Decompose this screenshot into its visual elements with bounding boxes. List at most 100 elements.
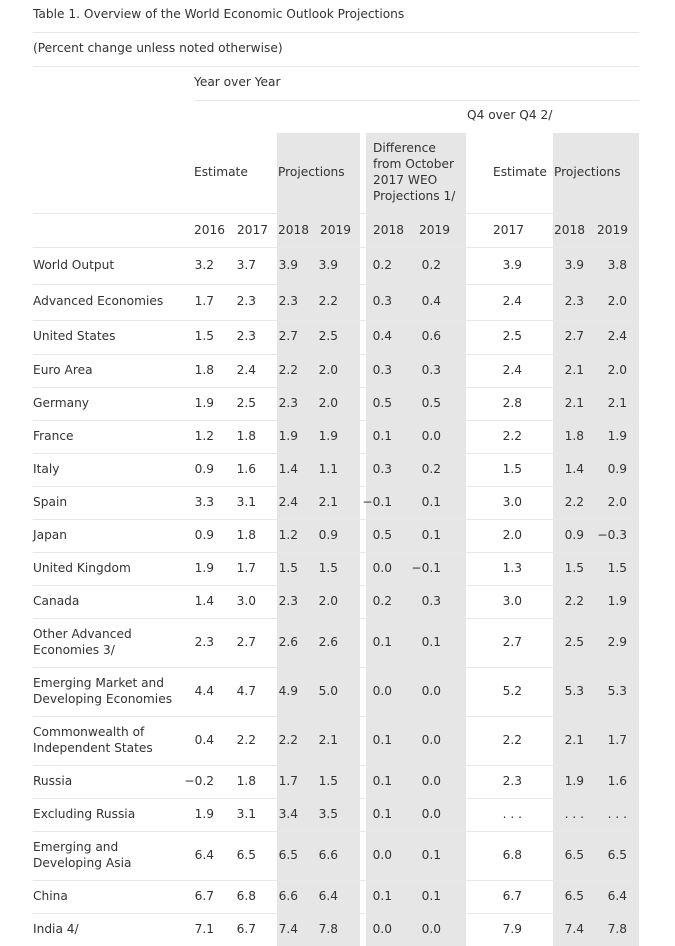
table-cell: 0.5 [372,396,392,410]
row-divider [33,32,639,33]
row-label: Germany [33,396,90,410]
table-cell: 3.9 [318,258,338,272]
table-cell: 4.4 [194,684,214,698]
row-divider [33,880,639,881]
table-cell: 7.1 [194,922,214,936]
table-cell: −0.2 [184,774,214,788]
table-cell: 0.2 [421,258,441,272]
table-cell: 1.1 [318,462,338,476]
table-cell: 6.7 [236,922,256,936]
table-cell: 0.9 [194,462,214,476]
table-cell: 0.0 [421,733,441,747]
row-divider [33,453,639,454]
table-cell: −0.1 [411,561,441,575]
table-cell: 1.8 [564,429,584,443]
table-cell: 1.8 [236,429,256,443]
table-cell: 0.3 [421,594,441,608]
row-label: Russia [33,774,73,788]
table-cell: 3.9 [564,258,584,272]
row-label: Advanced Economies [33,294,164,308]
table-cell: 2.3 [236,294,256,308]
table-cell: 2.3 [236,329,256,343]
table-cell: 5.3 [564,684,584,698]
table-cell: 2.0 [502,528,522,542]
table-cell: 5.2 [502,684,522,698]
table-cell: 1.9 [564,774,584,788]
table-cell: 2.7 [502,635,522,649]
table-cell: 3.1 [236,807,256,821]
row-label: Emerging Market and Developing Economies [33,676,173,706]
table-cell: −0.3 [597,528,627,542]
table-cell: 2.4 [607,329,627,343]
table-cell: 1.5 [318,561,338,575]
row-divider [33,66,639,67]
table-cell: 0.1 [421,889,441,903]
row-divider [33,716,639,717]
table-cell: 2.3 [502,774,522,788]
row-label: India 4/ [33,922,79,936]
table-cell: 2.4 [236,363,256,377]
row-divider [33,618,639,619]
table-cell: 5.3 [607,684,627,698]
table-cell: 7.9 [502,922,522,936]
table-cell: 2.0 [607,363,627,377]
row-label: Commonwealth of Independent States [33,725,153,755]
table-cell: 1.5 [502,462,522,476]
table-cell: 2.5 [318,329,338,343]
table-cell: 6.5 [278,848,298,862]
table-cell: 2.3 [278,396,298,410]
table-cell: 1.9 [607,594,627,608]
table-title: Table 1. Overview of the World Economic … [33,7,405,21]
row-divider [33,284,639,285]
table-cell: 2.2 [564,495,584,509]
table-cell: 0.1 [372,774,392,788]
header-q4-over-q4: Q4 over Q4 2/ [467,108,553,122]
row-label: United Kingdom [33,561,131,575]
table-cell: 1.3 [502,561,522,575]
table-cell: 2.2 [278,733,298,747]
table-cell: 1.5 [194,329,214,343]
row-label: Spain [33,495,68,509]
row-divider [33,213,639,214]
table-cell: 1.9 [607,429,627,443]
table-cell: 2.1 [564,733,584,747]
table-subtitle: (Percent change unless noted otherwise) [33,41,283,55]
table-cell: 2.0 [318,396,338,410]
table-cell: 3.5 [318,807,338,821]
table-cell: 1.9 [278,429,298,443]
table-cell: 2.3 [564,294,584,308]
table-cell: . . . [502,807,522,821]
table-cell: 0.1 [421,495,441,509]
table-cell: 2.0 [607,495,627,509]
table-cell: 3.1 [236,495,256,509]
table-cell: 0.5 [421,396,441,410]
table-cell: 3.4 [278,807,298,821]
row-divider [194,100,639,101]
table-cell: 0.1 [372,807,392,821]
table-cell: 2.0 [318,594,338,608]
row-divider [33,667,639,668]
table-cell: 0.3 [421,363,441,377]
table-cell: 6.8 [236,889,256,903]
table-cell: 2.6 [278,635,298,649]
table-cell: 3.0 [236,594,256,608]
table-cell: 4.9 [278,684,298,698]
table-cell: 2.7 [278,329,298,343]
table-cell: 2.6 [318,635,338,649]
table-cell: 3.0 [502,495,522,509]
table-cell: −0.1 [362,495,392,509]
table-cell: 0.4 [421,294,441,308]
table-cell: 6.7 [502,889,522,903]
row-label: Japan [33,528,67,542]
table-cell: 1.6 [607,774,627,788]
table-cell: 6.5 [607,848,627,862]
row-divider [33,913,639,914]
table-cell: 3.9 [278,258,298,272]
table-cell: 1.9 [318,429,338,443]
table-cell: 0.9 [318,528,338,542]
column-shade [366,133,466,946]
table-cell: 3.7 [236,258,256,272]
row-label: Canada [33,594,80,608]
header-projections: Projections [278,165,345,179]
table-cell: 2.3 [194,635,214,649]
